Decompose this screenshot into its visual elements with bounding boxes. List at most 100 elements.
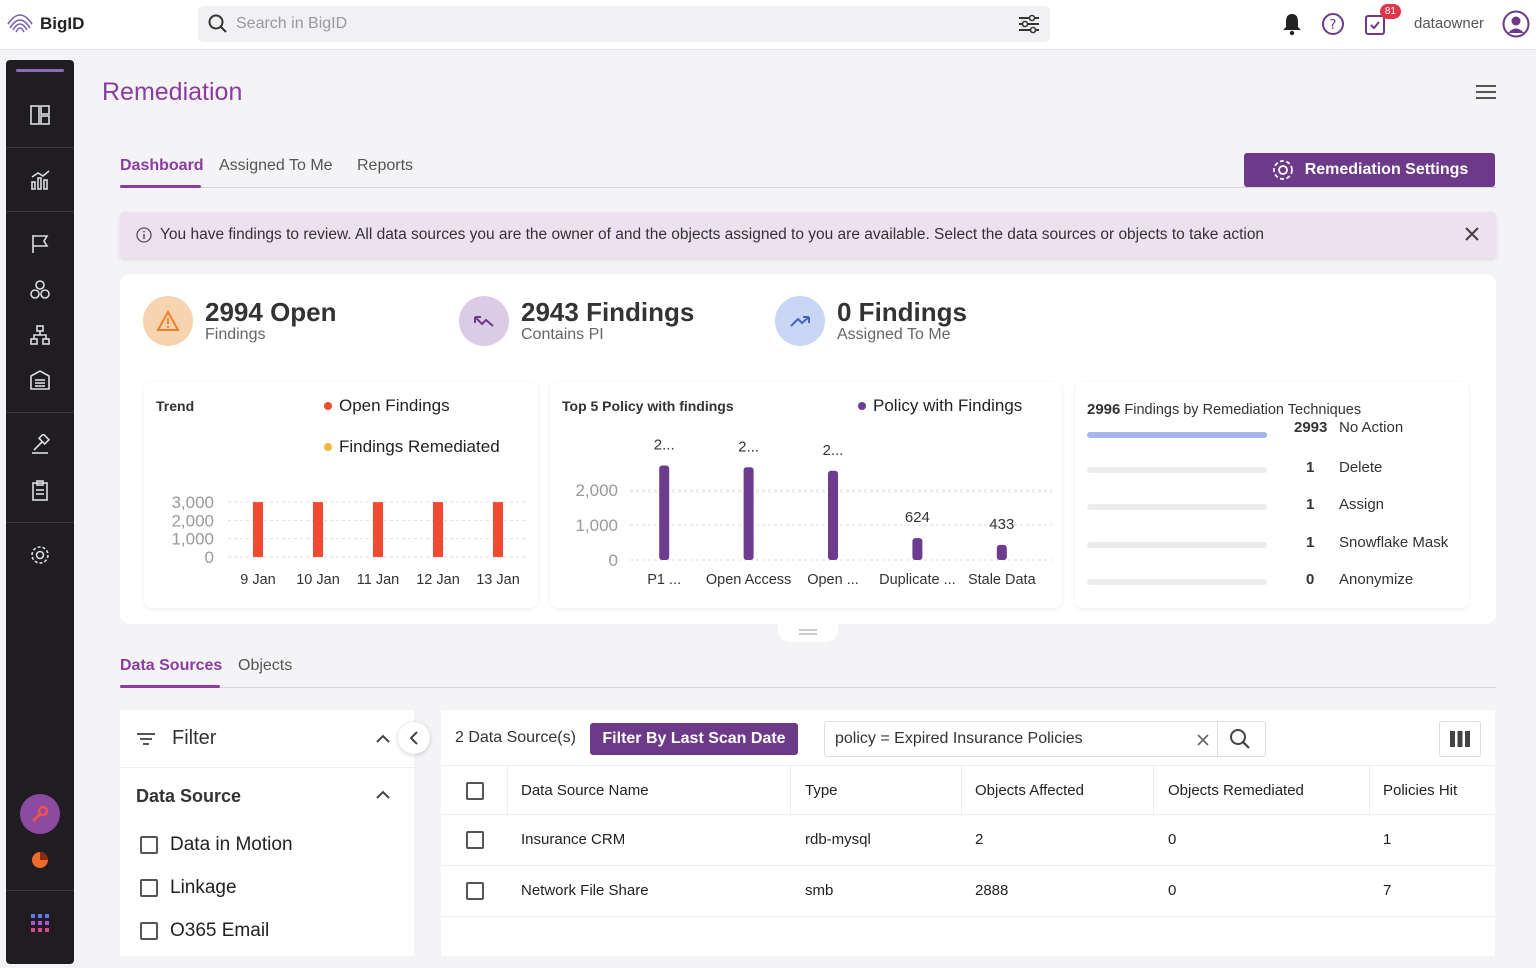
technique-row[interactable]: 0 Anonymize [1087,571,1467,591]
username[interactable]: dataowner [1414,15,1485,32]
columns-button[interactable] [1439,721,1481,757]
technique-label: No Action [1339,419,1404,436]
tools-avatar[interactable] [20,794,60,834]
column-header[interactable]: Policies Hit [1383,782,1458,799]
remediation-icon[interactable] [28,433,52,457]
data-label: 2... [654,437,675,454]
search-icon [208,14,227,33]
hierarchy-icon[interactable] [28,323,52,347]
legend-findings-remediated[interactable]: Findings Remediated [324,437,500,457]
legend-label: Findings Remediated [339,437,500,456]
legend-policy-with-findings[interactable]: Policy with Findings [858,396,1022,416]
filter-option[interactable]: O365 Email [140,920,269,942]
technique-row[interactable]: 1 Assign [1087,496,1467,516]
column-header[interactable]: Data Source Name [521,782,649,799]
hamburger-menu-icon[interactable] [1474,82,1498,102]
trend-bar [373,502,383,557]
inventory-icon[interactable] [28,368,52,392]
search-input[interactable] [236,15,1018,33]
column-header[interactable]: Type [805,782,838,799]
filter-header[interactable]: Filter [120,710,414,768]
flag-icon[interactable] [28,232,52,256]
table-row[interactable]: Network File Share smb 2888 0 7 [441,866,1495,917]
clipboard-icon[interactable] [28,478,52,502]
tab-reports[interactable]: Reports [357,157,414,174]
apps-grid-icon[interactable] [28,911,52,935]
clear-icon[interactable] [1197,734,1209,746]
filter-sliders-icon[interactable] [1018,14,1040,34]
data-source-section-title: Data Source [136,786,242,806]
tasks-icon[interactable]: 81 [1361,4,1401,38]
technique-row[interactable]: 1 Delete [1087,459,1467,479]
dashboard-icon[interactable] [28,103,52,127]
query-filter-input[interactable]: policy = Expired Insurance Policies [824,721,1266,757]
sidebar-indicator [16,69,64,72]
column-header[interactable]: Objects Affected [975,782,1084,799]
collapse-summary-handle[interactable] [778,622,838,642]
trend-bar [253,502,263,557]
legend-open-findings[interactable]: Open Findings [324,396,450,416]
technique-row[interactable]: 2993 No Action [1087,419,1467,450]
catalog-icon[interactable] [28,278,52,302]
tab-objects[interactable]: Objects [238,657,293,674]
drag-handle-icon [799,629,817,635]
filter-title: Filter [172,727,217,749]
bigid-logo[interactable]: BigID [6,10,84,38]
technique-label: Anonymize [1339,571,1414,588]
global-search[interactable] [198,6,1050,42]
sidebar-divider [6,211,74,212]
analytics-icon[interactable] [28,168,52,192]
search-icon[interactable] [1229,728,1251,750]
sidebar-divider [6,890,74,891]
pie-chart-icon[interactable] [28,848,52,872]
stat-contains-pi[interactable]: 2943 Findings Contains PI [459,296,694,346]
secondary-tabs: Data Sources Objects [120,650,1496,688]
filter-option[interactable]: Linkage [140,877,237,899]
warning-icon [143,296,193,346]
policy-bar [659,465,670,560]
settings-gear-icon[interactable] [28,543,52,567]
table-row[interactable]: Insurance CRM rdb-mysql 2 0 1 [441,815,1495,866]
tab-assigned-to-me[interactable]: Assigned To Me [219,157,333,174]
gear-icon [1272,160,1293,180]
chevron-up-icon[interactable] [376,790,390,800]
chevron-up-icon[interactable] [376,734,390,744]
technique-label: Delete [1339,459,1383,476]
filter-option[interactable]: Data in Motion [140,834,293,856]
left-sidebar [6,60,74,964]
technique-count: 1 [1306,534,1315,551]
checkbox[interactable] [140,879,158,897]
checkbox[interactable] [140,836,158,854]
checkbox[interactable] [140,922,158,940]
row-checkbox[interactable] [466,831,484,849]
cell-policies-hit: 1 [1383,831,1392,848]
user-avatar-icon[interactable] [1502,10,1530,38]
technique-row[interactable]: 1 Snowflake Mask [1087,534,1467,554]
table-toolbar: 2 Data Source(s) Filter By Last Scan Dat… [441,710,1495,768]
collapse-filter-button[interactable] [398,722,430,754]
tab-data-sources[interactable]: Data Sources [120,657,223,674]
column-header[interactable]: Objects Remediated [1168,782,1304,799]
cell-policies-hit: 7 [1383,882,1392,899]
select-all-checkbox[interactable] [466,782,484,800]
y-tick-label: 0 [205,548,214,567]
tab-dashboard[interactable]: Dashboard [120,157,204,174]
help-icon[interactable]: ? [1319,10,1347,38]
row-checkbox[interactable] [466,882,484,900]
info-icon [136,227,152,243]
stat-assigned-to-me[interactable]: 0 Findings Assigned To Me [775,296,967,346]
technique-count: 0 [1306,571,1315,588]
bell-icon[interactable] [1278,10,1306,38]
info-banner: You have findings to review. All data so… [120,212,1496,258]
y-tick-label: 0 [609,551,618,570]
remediation-settings-button[interactable]: Remediation Settings [1244,153,1495,187]
filter-option-label: O365 Email [170,920,270,941]
trend-up-icon [775,296,825,346]
stat-open-findings[interactable]: 2994 Open Findings [143,296,337,346]
technique-bar [1087,542,1267,548]
trend-down-icon [459,296,509,346]
close-icon[interactable] [1462,224,1482,244]
y-tick-label: 2,000 [171,511,214,530]
filter-by-last-scan-date-button[interactable]: Filter By Last Scan Date [590,723,798,755]
